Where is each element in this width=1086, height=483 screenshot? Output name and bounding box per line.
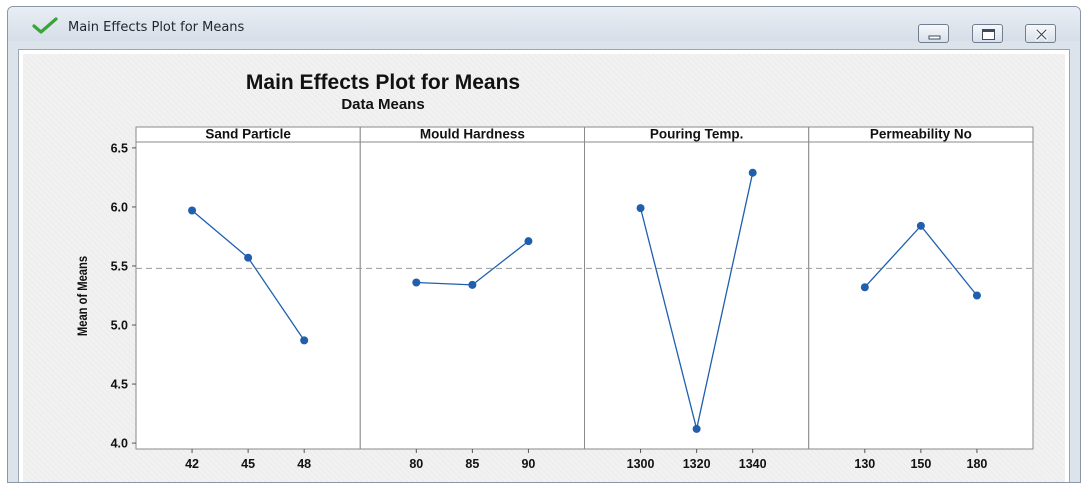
- panel-3: [808, 141, 1034, 450]
- data-point: [188, 206, 197, 215]
- y-tick-label: 4.0: [111, 437, 128, 451]
- x-tick-label: 45: [241, 457, 255, 471]
- panel-1: [359, 141, 585, 450]
- chart-window: Main Effects Plot for Means Main Effects…: [7, 6, 1081, 483]
- close-icon: [1035, 28, 1048, 41]
- panels-group: Sand Particle Mould Hardness Pouring Temp.…: [135, 126, 1034, 471]
- data-point: [636, 204, 645, 213]
- x-tick-label: 42: [185, 457, 199, 471]
- close-button[interactable]: [1025, 24, 1056, 43]
- y-tick-label: 6.5: [111, 141, 128, 155]
- x-tick-label: 80: [409, 457, 423, 471]
- data-point: [916, 221, 925, 230]
- chart-area: Main Effects Plot for Means Data Means M…: [18, 49, 1070, 482]
- maximize-button[interactable]: [972, 24, 1003, 43]
- panel-2: [584, 141, 810, 450]
- panel-title: Permeability No: [870, 127, 972, 142]
- x-tick-label: 90: [521, 457, 535, 471]
- x-tick-label: 1340: [739, 457, 767, 471]
- y-tick-label: 5.0: [111, 319, 128, 333]
- x-tick-label: 85: [465, 457, 479, 471]
- minimize-icon: [928, 35, 941, 40]
- title-bar[interactable]: Main Effects Plot for Means: [8, 7, 1080, 43]
- minimize-button[interactable]: [918, 24, 949, 43]
- x-tick-label: 150: [910, 457, 931, 471]
- data-point: [468, 280, 477, 289]
- data-point: [412, 278, 421, 287]
- chart-title: Main Effects Plot for Means: [246, 71, 520, 94]
- main-effects-chart: Main Effects Plot for Means Data Means M…: [75, 71, 1034, 471]
- data-point: [860, 283, 869, 292]
- chart-subtitle: Data Means: [341, 96, 424, 113]
- x-tick-label: 1320: [683, 457, 711, 471]
- x-tick-label: 180: [967, 457, 988, 471]
- x-tick-label: 48: [297, 457, 311, 471]
- window-title: Main Effects Plot for Means: [68, 20, 245, 35]
- y-axis-label: Mean of Means: [75, 256, 90, 336]
- y-tick-label: 4.5: [111, 378, 128, 392]
- y-tick-label: 5.5: [111, 259, 128, 273]
- panel-title: Sand Particle: [205, 127, 291, 142]
- plot-frame: Main Effects Plot for Means Data Means M…: [23, 54, 1065, 482]
- data-point: [300, 336, 309, 345]
- data-point: [524, 237, 533, 246]
- panel-0: [135, 141, 361, 450]
- check-icon: [32, 17, 58, 34]
- maximize-icon: [982, 29, 995, 40]
- x-tick-label: 130: [854, 457, 875, 471]
- data-point: [748, 168, 757, 177]
- x-tick-label: 1300: [627, 457, 655, 471]
- panel-title: Pouring Temp.: [650, 127, 744, 142]
- y-axis: 4.0 4.5 5.0 5.5 6.0 6.5: [111, 141, 136, 451]
- panel-title: Mould Hardness: [420, 127, 525, 142]
- data-point: [972, 291, 981, 300]
- y-tick-label: 6.0: [111, 200, 128, 214]
- data-point: [244, 253, 253, 262]
- data-point: [692, 424, 701, 433]
